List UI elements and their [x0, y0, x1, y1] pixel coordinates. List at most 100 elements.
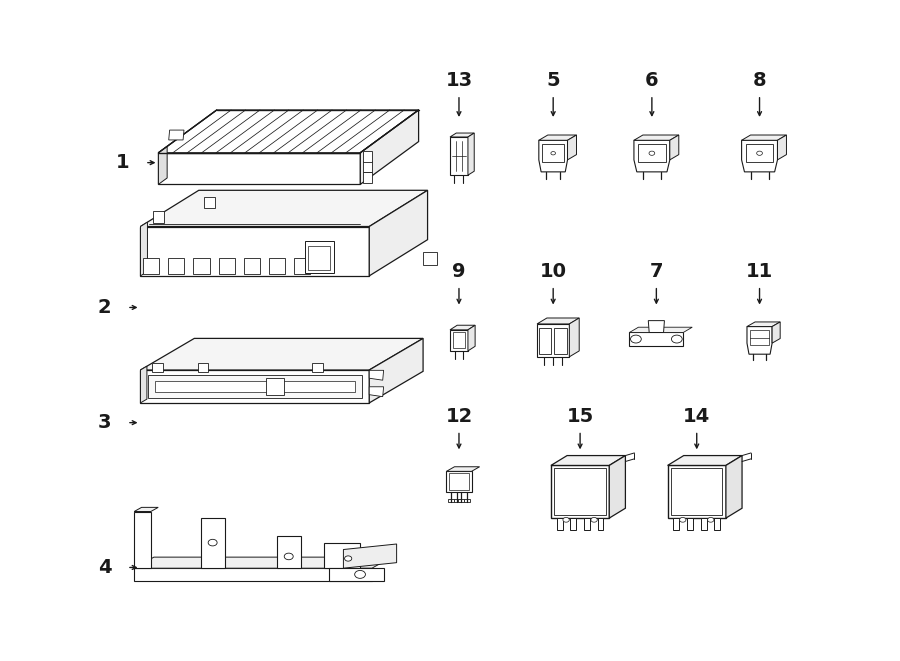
Polygon shape — [153, 211, 164, 223]
Polygon shape — [369, 387, 383, 397]
Polygon shape — [329, 568, 383, 580]
Circle shape — [631, 335, 642, 343]
Polygon shape — [140, 338, 423, 370]
Circle shape — [284, 553, 293, 560]
Polygon shape — [204, 196, 215, 208]
Polygon shape — [198, 364, 209, 372]
Text: 12: 12 — [446, 407, 472, 426]
Polygon shape — [449, 473, 469, 490]
Polygon shape — [369, 370, 383, 380]
Polygon shape — [746, 144, 773, 163]
Text: 6: 6 — [645, 71, 659, 90]
Polygon shape — [168, 130, 184, 140]
Polygon shape — [148, 375, 362, 398]
Polygon shape — [747, 322, 780, 327]
Polygon shape — [140, 370, 369, 403]
Circle shape — [208, 539, 217, 546]
Polygon shape — [312, 364, 323, 372]
Polygon shape — [134, 508, 158, 512]
Polygon shape — [244, 258, 260, 274]
Polygon shape — [634, 135, 679, 140]
Polygon shape — [598, 518, 603, 529]
Circle shape — [345, 556, 352, 561]
Polygon shape — [305, 241, 334, 274]
Polygon shape — [750, 330, 770, 345]
Polygon shape — [360, 110, 418, 184]
Polygon shape — [554, 468, 606, 516]
Text: 1: 1 — [116, 153, 130, 172]
Polygon shape — [369, 338, 423, 403]
Polygon shape — [687, 518, 693, 529]
Polygon shape — [450, 137, 468, 175]
Polygon shape — [543, 144, 564, 163]
Polygon shape — [140, 222, 148, 276]
Polygon shape — [772, 322, 780, 343]
Text: 2: 2 — [98, 298, 112, 317]
Text: 11: 11 — [746, 262, 773, 281]
Text: 15: 15 — [566, 407, 594, 426]
Polygon shape — [450, 325, 475, 330]
Polygon shape — [668, 465, 726, 518]
Circle shape — [551, 151, 555, 155]
Polygon shape — [152, 364, 163, 372]
Circle shape — [680, 518, 686, 522]
Polygon shape — [201, 518, 224, 568]
Polygon shape — [701, 518, 706, 529]
Polygon shape — [464, 499, 470, 502]
Polygon shape — [446, 467, 480, 471]
Circle shape — [671, 335, 682, 343]
Text: 8: 8 — [752, 71, 767, 90]
Polygon shape — [468, 325, 475, 351]
Polygon shape — [158, 146, 167, 184]
Polygon shape — [140, 366, 147, 403]
Text: 10: 10 — [540, 262, 567, 281]
Polygon shape — [670, 135, 679, 160]
Text: 9: 9 — [452, 262, 465, 281]
Polygon shape — [277, 535, 301, 568]
Polygon shape — [726, 455, 742, 518]
Polygon shape — [423, 252, 436, 265]
Polygon shape — [294, 258, 310, 274]
Polygon shape — [453, 332, 465, 348]
Text: 13: 13 — [446, 71, 472, 90]
Polygon shape — [140, 190, 428, 227]
Polygon shape — [551, 455, 625, 465]
Polygon shape — [450, 133, 474, 137]
Polygon shape — [747, 327, 772, 354]
Polygon shape — [715, 518, 720, 529]
Polygon shape — [134, 568, 372, 580]
Polygon shape — [551, 465, 609, 518]
Text: 14: 14 — [683, 407, 710, 426]
Polygon shape — [571, 518, 576, 529]
Polygon shape — [344, 544, 397, 568]
Polygon shape — [539, 135, 577, 140]
Circle shape — [649, 151, 654, 155]
Text: 5: 5 — [546, 71, 560, 90]
Polygon shape — [308, 247, 330, 270]
Polygon shape — [584, 518, 590, 529]
Polygon shape — [143, 258, 159, 274]
Text: 4: 4 — [98, 558, 112, 577]
Circle shape — [707, 518, 714, 522]
Polygon shape — [609, 455, 626, 518]
Polygon shape — [158, 153, 360, 184]
Polygon shape — [557, 518, 562, 529]
Polygon shape — [468, 133, 474, 175]
Polygon shape — [448, 499, 454, 502]
Text: 3: 3 — [98, 413, 112, 432]
Polygon shape — [458, 499, 464, 502]
Polygon shape — [673, 518, 680, 529]
Polygon shape — [194, 258, 210, 274]
Polygon shape — [671, 468, 723, 516]
Polygon shape — [446, 471, 472, 492]
Polygon shape — [454, 499, 460, 502]
Polygon shape — [219, 258, 235, 274]
Polygon shape — [450, 330, 468, 351]
Polygon shape — [363, 151, 372, 163]
Circle shape — [562, 518, 570, 522]
Polygon shape — [140, 227, 369, 276]
Polygon shape — [363, 161, 372, 172]
Polygon shape — [537, 324, 570, 357]
Polygon shape — [638, 144, 665, 163]
Polygon shape — [742, 140, 778, 172]
